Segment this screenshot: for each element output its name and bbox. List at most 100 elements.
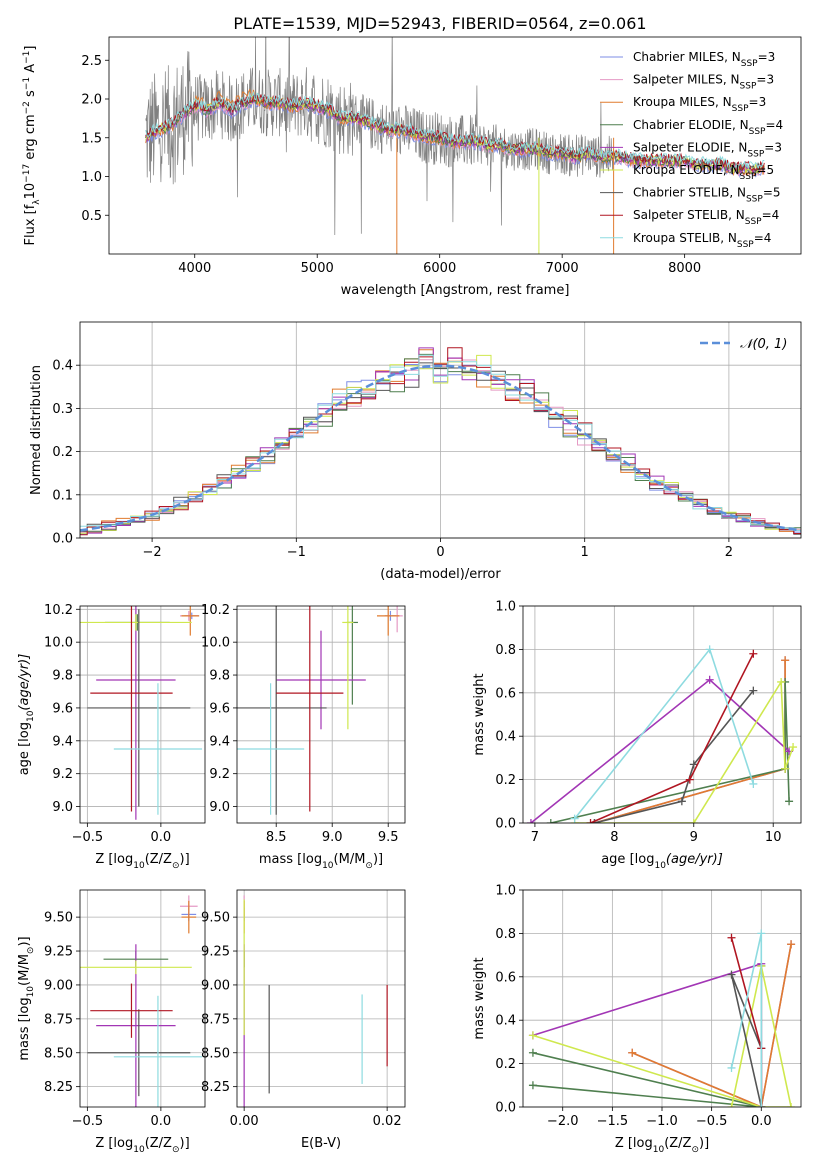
spectrum-marks [145,37,765,254]
y-tick-label: 1.0 [495,884,516,899]
weight-point-marker [689,760,698,769]
weight-point-marker [757,1103,766,1107]
y-tick-label: 0.0 [52,532,73,547]
weight-series-line [631,944,792,1107]
x-tick-label: −1 [287,545,306,560]
x-tick-label: 9 [690,830,698,845]
weight_vs_Z-x-label: Z [log10(Z/Z⊙)] [615,1136,709,1155]
y-tick-label: 0.0 [495,817,516,832]
weight_vs_age-y-label: mass weight [472,673,487,755]
age_vs_Z-x-label: Z [log10(Z/Z⊙)] [95,852,189,871]
plot-frame [236,889,406,1108]
spectrum-panel: 4000 5000 6000 7000 8000 0.5 1.0 1.5 2.0 2.5 Chabr… [22,36,802,298]
x-tick-label: 1 [581,545,589,560]
legend-label: Salpeter ELODIE, NSSP=3 [633,140,782,159]
age_vs_mass-x-label: mass [log10(M/M⊙)] [259,852,383,871]
y-tick-label: 10.2 [201,603,230,618]
legend-label: Kroupa ELODIE, NSSP=5 [633,163,774,182]
x-tick-label: 8 [610,830,618,845]
weight-point-marker [789,743,798,752]
errorbar-point [113,683,203,815]
y-tick-label: 9.2 [52,767,73,782]
x-tick-label: −1.5 [597,1114,629,1129]
x-tick-label: −0.5 [696,1114,728,1129]
y-tick-label: 0.4 [495,730,516,745]
spectrum-model-line [145,88,765,177]
y-tick-label: 1.0 [495,600,516,615]
y-tick-label: 10.0 [201,636,230,651]
residual-histogram [80,354,801,534]
legend-label: Kroupa MILES, NSSP=3 [633,95,766,114]
x-tick-label: 7000 [546,261,579,276]
x-tick-label: 4000 [178,261,211,276]
y-tick-label: 8.25 [201,1080,230,1095]
spectrum-model-line [145,91,765,172]
x-tick-label: 10 [765,830,782,845]
errorbar-point [276,630,366,730]
x-tick-label: 0.0 [751,1114,772,1129]
weight_vs_age-marks [526,645,798,823]
x-tick-label: −2 [143,545,162,560]
residuals-x-label: (data-model)/error [380,567,501,582]
age_vs_mass-marks [237,606,403,815]
y-tick-label: 9.8 [52,669,73,684]
spectrum-legend: Chabrier MILES, NSSP=3 Salpeter MILES, NS… [600,50,783,250]
errorbar-point [87,609,191,807]
weight-point-marker [785,797,794,806]
y-tick-label: 0.0 [495,1101,516,1116]
age_vs_Z-panel: −0.5 0.0 9.0 9.2 9.4 9.6 9.8 10.0 10.2 Z [log10(Z… [17,603,206,871]
errorbar-point [342,606,354,730]
y-tick-label: 1.5 [81,131,102,146]
weight-point-marker [749,779,758,788]
plot-frame [236,605,406,824]
y-tick-label: 9.50 [44,911,73,926]
y-tick-label: 9.50 [201,911,230,926]
errorbar-point [90,606,173,812]
x-tick-label: 6000 [423,261,456,276]
weight-point-marker [528,1048,537,1057]
weight-point-marker [727,933,736,942]
errorbar-point [113,995,203,1107]
weight-point-marker [705,675,714,684]
age_vs_Z-y-label: age [log10(age/yr)] [17,654,36,776]
age_vs_mass-panel: 8.5 9.0 9.5 9.0 9.2 9.4 9.6 9.8 10.0 10.2 mass [lo… [201,603,406,871]
weight_vs_age-x-label: age [log10(age/yr)] [601,852,723,871]
y-tick-label: 8.75 [44,1012,73,1027]
y-tick-label: 10.2 [44,603,73,618]
residuals-y-label: Normed distribution [29,365,44,495]
y-tick-label: 8.50 [201,1046,230,1061]
plot-frame [79,605,206,824]
x-tick-label: 0.00 [230,1114,259,1129]
mass_vs_Z-panel: −0.5 0.0 8.25 8.50 8.75 9.00 9.25 9.50 Z [log10(… [17,889,206,1155]
weight-point-marker [570,814,579,823]
weight-point-marker [546,819,555,823]
y-tick-label: 0.4 [495,1014,516,1029]
y-tick-label: 9.0 [209,800,230,815]
y-tick-label: 0.3 [52,402,73,417]
weight-point-marker [528,1081,537,1090]
weight-point-marker [727,1063,736,1072]
mass_vs_Z-x-label: Z [log10(Z/Z⊙)] [95,1136,189,1155]
weight-point-marker [705,645,714,654]
y-tick-label: 8.25 [44,1080,73,1095]
y-tick-label: 8.75 [201,1012,230,1027]
errorbar-point [87,1009,191,1097]
plot-frame [108,36,802,255]
y-tick-label: 0.1 [52,488,73,503]
y-tick-label: 9.0 [52,800,73,815]
weight-point-marker [586,819,595,823]
y-tick-label: 0.8 [495,927,516,942]
y-tick-label: 2.5 [81,54,102,69]
x-tick-label: 9.5 [378,830,399,845]
y-tick-label: 9.00 [44,978,73,993]
y-tick-label: 9.4 [52,734,73,749]
errorbar-point [181,606,200,636]
x-tick-label: 0.02 [373,1114,402,1129]
y-tick-label: 9.8 [209,669,230,684]
y-tick-label: 9.6 [209,701,230,716]
spectrum-model-line [145,94,765,172]
y-tick-label: 9.4 [209,734,230,749]
y-tick-label: 0.8 [495,643,516,658]
weight-point-marker [757,929,766,938]
weight-point-marker [781,764,790,773]
